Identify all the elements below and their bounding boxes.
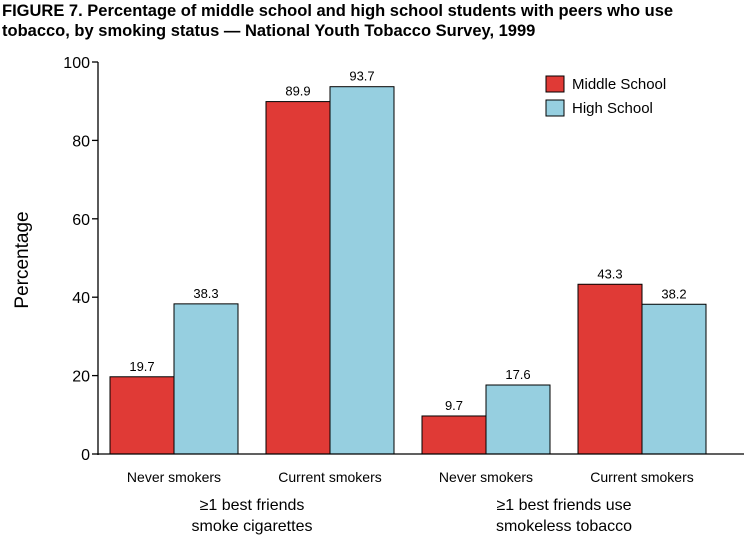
y-tick-label: 0 bbox=[81, 447, 90, 464]
data-label: 38.2 bbox=[661, 286, 686, 301]
bar-high-school-0 bbox=[173, 303, 239, 455]
group-label-line-2: smokeless tobacco bbox=[496, 518, 632, 535]
y-tick-label: 100 bbox=[63, 55, 90, 72]
y-tick-label: 80 bbox=[72, 133, 90, 150]
x-tick-label: Current smokers bbox=[278, 469, 381, 485]
legend-swatch-middle-school bbox=[545, 75, 565, 93]
legend: Middle School High School bbox=[545, 75, 666, 117]
data-label: 93.7 bbox=[349, 69, 374, 84]
bar-high-school-1 bbox=[329, 86, 395, 455]
data-label: 17.6 bbox=[505, 367, 530, 382]
bar-middle-school-0 bbox=[109, 376, 175, 455]
chart-title-line-1: FIGURE 7. Percentage of middle school an… bbox=[2, 2, 674, 20]
legend-label: Middle School bbox=[572, 76, 666, 93]
y-tick-label: 20 bbox=[72, 369, 90, 386]
y-tick-label: 40 bbox=[72, 290, 90, 307]
group-label-line-2: smoke cigarettes bbox=[192, 518, 313, 535]
axes-layer: 0 20 40 60 80 100 Percentage bbox=[12, 55, 744, 464]
chart-title-line-2: tobacco, by smoking status — National Yo… bbox=[2, 22, 536, 40]
bar-high-school-3 bbox=[641, 303, 707, 455]
data-label: 19.7 bbox=[129, 359, 154, 374]
data-label: 38.3 bbox=[193, 286, 218, 301]
y-tick-label: 60 bbox=[72, 212, 90, 229]
bars-layer bbox=[109, 86, 707, 455]
bar-middle-school-1 bbox=[265, 101, 331, 455]
legend-swatch-high-school bbox=[545, 99, 565, 117]
labels-layer: 19.7 38.3 Never smokers 89.9 93.7 Current smo… bbox=[127, 69, 694, 535]
x-tick-label: Current smokers bbox=[590, 469, 693, 485]
data-label: 89.9 bbox=[285, 84, 310, 99]
y-axis-label: Percentage bbox=[12, 211, 33, 308]
x-tick-label: Never smokers bbox=[127, 469, 221, 485]
data-label: 9.7 bbox=[445, 398, 463, 413]
bar-middle-school-2 bbox=[421, 415, 487, 455]
x-tick-label: Never smokers bbox=[439, 469, 533, 485]
bar-high-school-2 bbox=[485, 384, 551, 455]
data-label: 43.3 bbox=[597, 266, 622, 281]
group-label-line-1: ≥1 best friends use bbox=[496, 497, 631, 514]
group-label-line-1: ≥1 best friends bbox=[200, 497, 305, 514]
chart-title: FIGURE 7. Percentage of middle school an… bbox=[2, 1, 747, 41]
legend-label: High School bbox=[572, 100, 653, 117]
bar-middle-school-3 bbox=[577, 283, 643, 455]
